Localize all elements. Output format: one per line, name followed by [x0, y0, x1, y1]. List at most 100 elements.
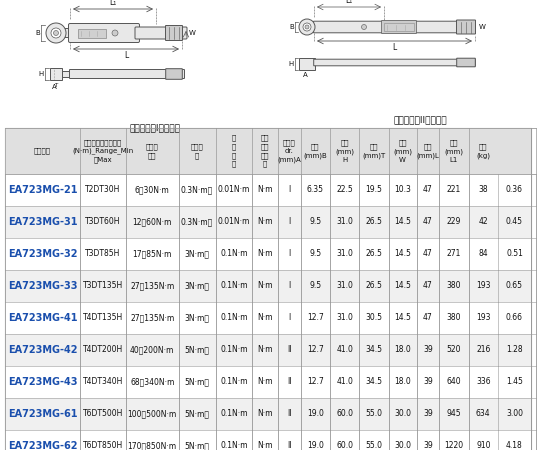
- Text: 3N·m～: 3N·m～: [185, 249, 210, 258]
- Text: 0.1N·m: 0.1N·m: [220, 441, 248, 450]
- Text: II: II: [287, 410, 292, 418]
- Text: 26.5: 26.5: [366, 282, 382, 291]
- Text: 0.65: 0.65: [506, 282, 523, 291]
- Text: EA723MG-32: EA723MG-32: [8, 249, 77, 259]
- Text: 634: 634: [476, 410, 491, 418]
- Text: 39: 39: [423, 346, 433, 355]
- Text: 製品番号: 製品番号: [34, 148, 51, 154]
- Text: 14.5: 14.5: [394, 282, 411, 291]
- Text: 0.1N·m: 0.1N·m: [220, 314, 248, 323]
- Bar: [384, 23, 414, 31]
- Text: EA723MG-31: EA723MG-31: [8, 217, 77, 227]
- Text: 12.7: 12.7: [307, 346, 324, 355]
- Text: T2DT30H: T2DT30H: [85, 185, 120, 194]
- Text: II: II: [287, 346, 292, 355]
- Text: 38: 38: [478, 185, 488, 194]
- Text: 520: 520: [447, 346, 461, 355]
- Bar: [299, 58, 315, 70]
- Text: 68～340N·m: 68～340N·m: [130, 378, 174, 387]
- FancyBboxPatch shape: [456, 20, 476, 34]
- Text: 寸法
(mm)L: 寸法 (mm)L: [416, 144, 440, 158]
- Text: ハン
ドル
タイ
プ: ハン ドル タイ プ: [261, 135, 269, 167]
- Text: N·m: N·m: [258, 185, 273, 194]
- Text: 1220: 1220: [444, 441, 464, 450]
- Text: 39: 39: [423, 441, 433, 450]
- Text: 能力範囲最小〜最大
(N·m)_Range_Min
〜Max: 能力範囲最小〜最大 (N·m)_Range_Min 〜Max: [72, 139, 133, 163]
- Text: 380: 380: [447, 314, 461, 323]
- Text: 0.66: 0.66: [506, 314, 523, 323]
- Bar: [5, 398, 531, 430]
- Text: 19.0: 19.0: [307, 410, 324, 418]
- Text: 9.5: 9.5: [309, 249, 321, 258]
- Text: 229: 229: [447, 217, 461, 226]
- Text: EA723MG-41: EA723MG-41: [8, 313, 77, 323]
- Text: 0.1N·m: 0.1N·m: [220, 249, 248, 258]
- Text: 18.0: 18.0: [394, 346, 411, 355]
- Text: 5N·m～: 5N·m～: [185, 346, 210, 355]
- Circle shape: [112, 30, 118, 36]
- Bar: [5, 430, 531, 450]
- Text: 47: 47: [423, 185, 433, 194]
- Text: 寸法
(mm)T: 寸法 (mm)T: [362, 144, 386, 158]
- Text: A: A: [52, 84, 56, 90]
- Text: T6DT850H: T6DT850H: [83, 441, 123, 450]
- Text: 0.01N·m: 0.01N·m: [218, 217, 250, 226]
- Text: 19.5: 19.5: [366, 185, 382, 194]
- Text: 31.0: 31.0: [336, 217, 353, 226]
- Text: 0.1N·m: 0.1N·m: [220, 378, 248, 387]
- Text: 0.45: 0.45: [506, 217, 523, 226]
- FancyBboxPatch shape: [381, 21, 416, 33]
- Text: 39: 39: [423, 378, 433, 387]
- Text: 60.0: 60.0: [336, 410, 353, 418]
- Bar: [5, 238, 531, 270]
- Bar: [5, 128, 531, 450]
- Bar: [5, 174, 531, 206]
- Circle shape: [361, 24, 367, 30]
- Text: 945: 945: [447, 410, 461, 418]
- Text: 18.0: 18.0: [394, 378, 411, 387]
- Text: 31.0: 31.0: [336, 249, 353, 258]
- Text: 3N·m～: 3N·m～: [185, 314, 210, 323]
- Text: 17～85N·m: 17～85N·m: [132, 249, 172, 258]
- Text: EA723MG-42: EA723MG-42: [8, 345, 77, 355]
- Text: 221: 221: [447, 185, 461, 194]
- Text: EA723MG-62: EA723MG-62: [8, 441, 77, 450]
- Text: ハンドル（Iタイプ）: ハンドル（Iタイプ）: [130, 123, 180, 132]
- Text: 216: 216: [476, 346, 490, 355]
- Text: 55.0: 55.0: [366, 441, 382, 450]
- Text: N·m: N·m: [258, 249, 273, 258]
- Circle shape: [51, 28, 61, 38]
- Bar: [5, 302, 531, 334]
- Text: 3N·m～: 3N·m～: [185, 282, 210, 291]
- Text: H: H: [39, 71, 44, 77]
- FancyBboxPatch shape: [457, 58, 475, 67]
- Text: N·m: N·m: [258, 378, 273, 387]
- Text: 55.0: 55.0: [366, 410, 382, 418]
- Text: B: B: [35, 30, 40, 36]
- Text: T6DT500H: T6DT500H: [83, 410, 123, 418]
- Circle shape: [46, 23, 66, 43]
- Bar: [5, 366, 531, 398]
- Text: 5N·m～: 5N·m～: [185, 441, 210, 450]
- Text: B: B: [289, 24, 294, 30]
- Text: T: T: [55, 83, 58, 88]
- Text: 寸法
(mm)B: 寸法 (mm)B: [303, 144, 327, 158]
- Text: N·m: N·m: [258, 346, 273, 355]
- Text: N·m: N·m: [258, 282, 273, 291]
- Bar: [5, 128, 531, 174]
- Bar: [5, 206, 531, 238]
- Text: I: I: [288, 217, 291, 226]
- Text: 41.0: 41.0: [336, 346, 353, 355]
- Text: 0.51: 0.51: [506, 249, 523, 258]
- Text: L₁: L₁: [110, 0, 117, 7]
- Text: 31.0: 31.0: [336, 282, 353, 291]
- Text: 寸法
(mm)
W: 寸法 (mm) W: [393, 140, 412, 162]
- Bar: [5, 334, 531, 366]
- Text: 30.0: 30.0: [394, 441, 411, 450]
- Text: T4DT135H: T4DT135H: [83, 314, 123, 323]
- Text: 14.5: 14.5: [394, 314, 411, 323]
- Text: II: II: [287, 441, 292, 450]
- Text: ハンドル（IIタイプ）: ハンドル（IIタイプ）: [393, 115, 447, 124]
- Text: 1.28: 1.28: [506, 346, 523, 355]
- Text: L₁: L₁: [346, 0, 353, 5]
